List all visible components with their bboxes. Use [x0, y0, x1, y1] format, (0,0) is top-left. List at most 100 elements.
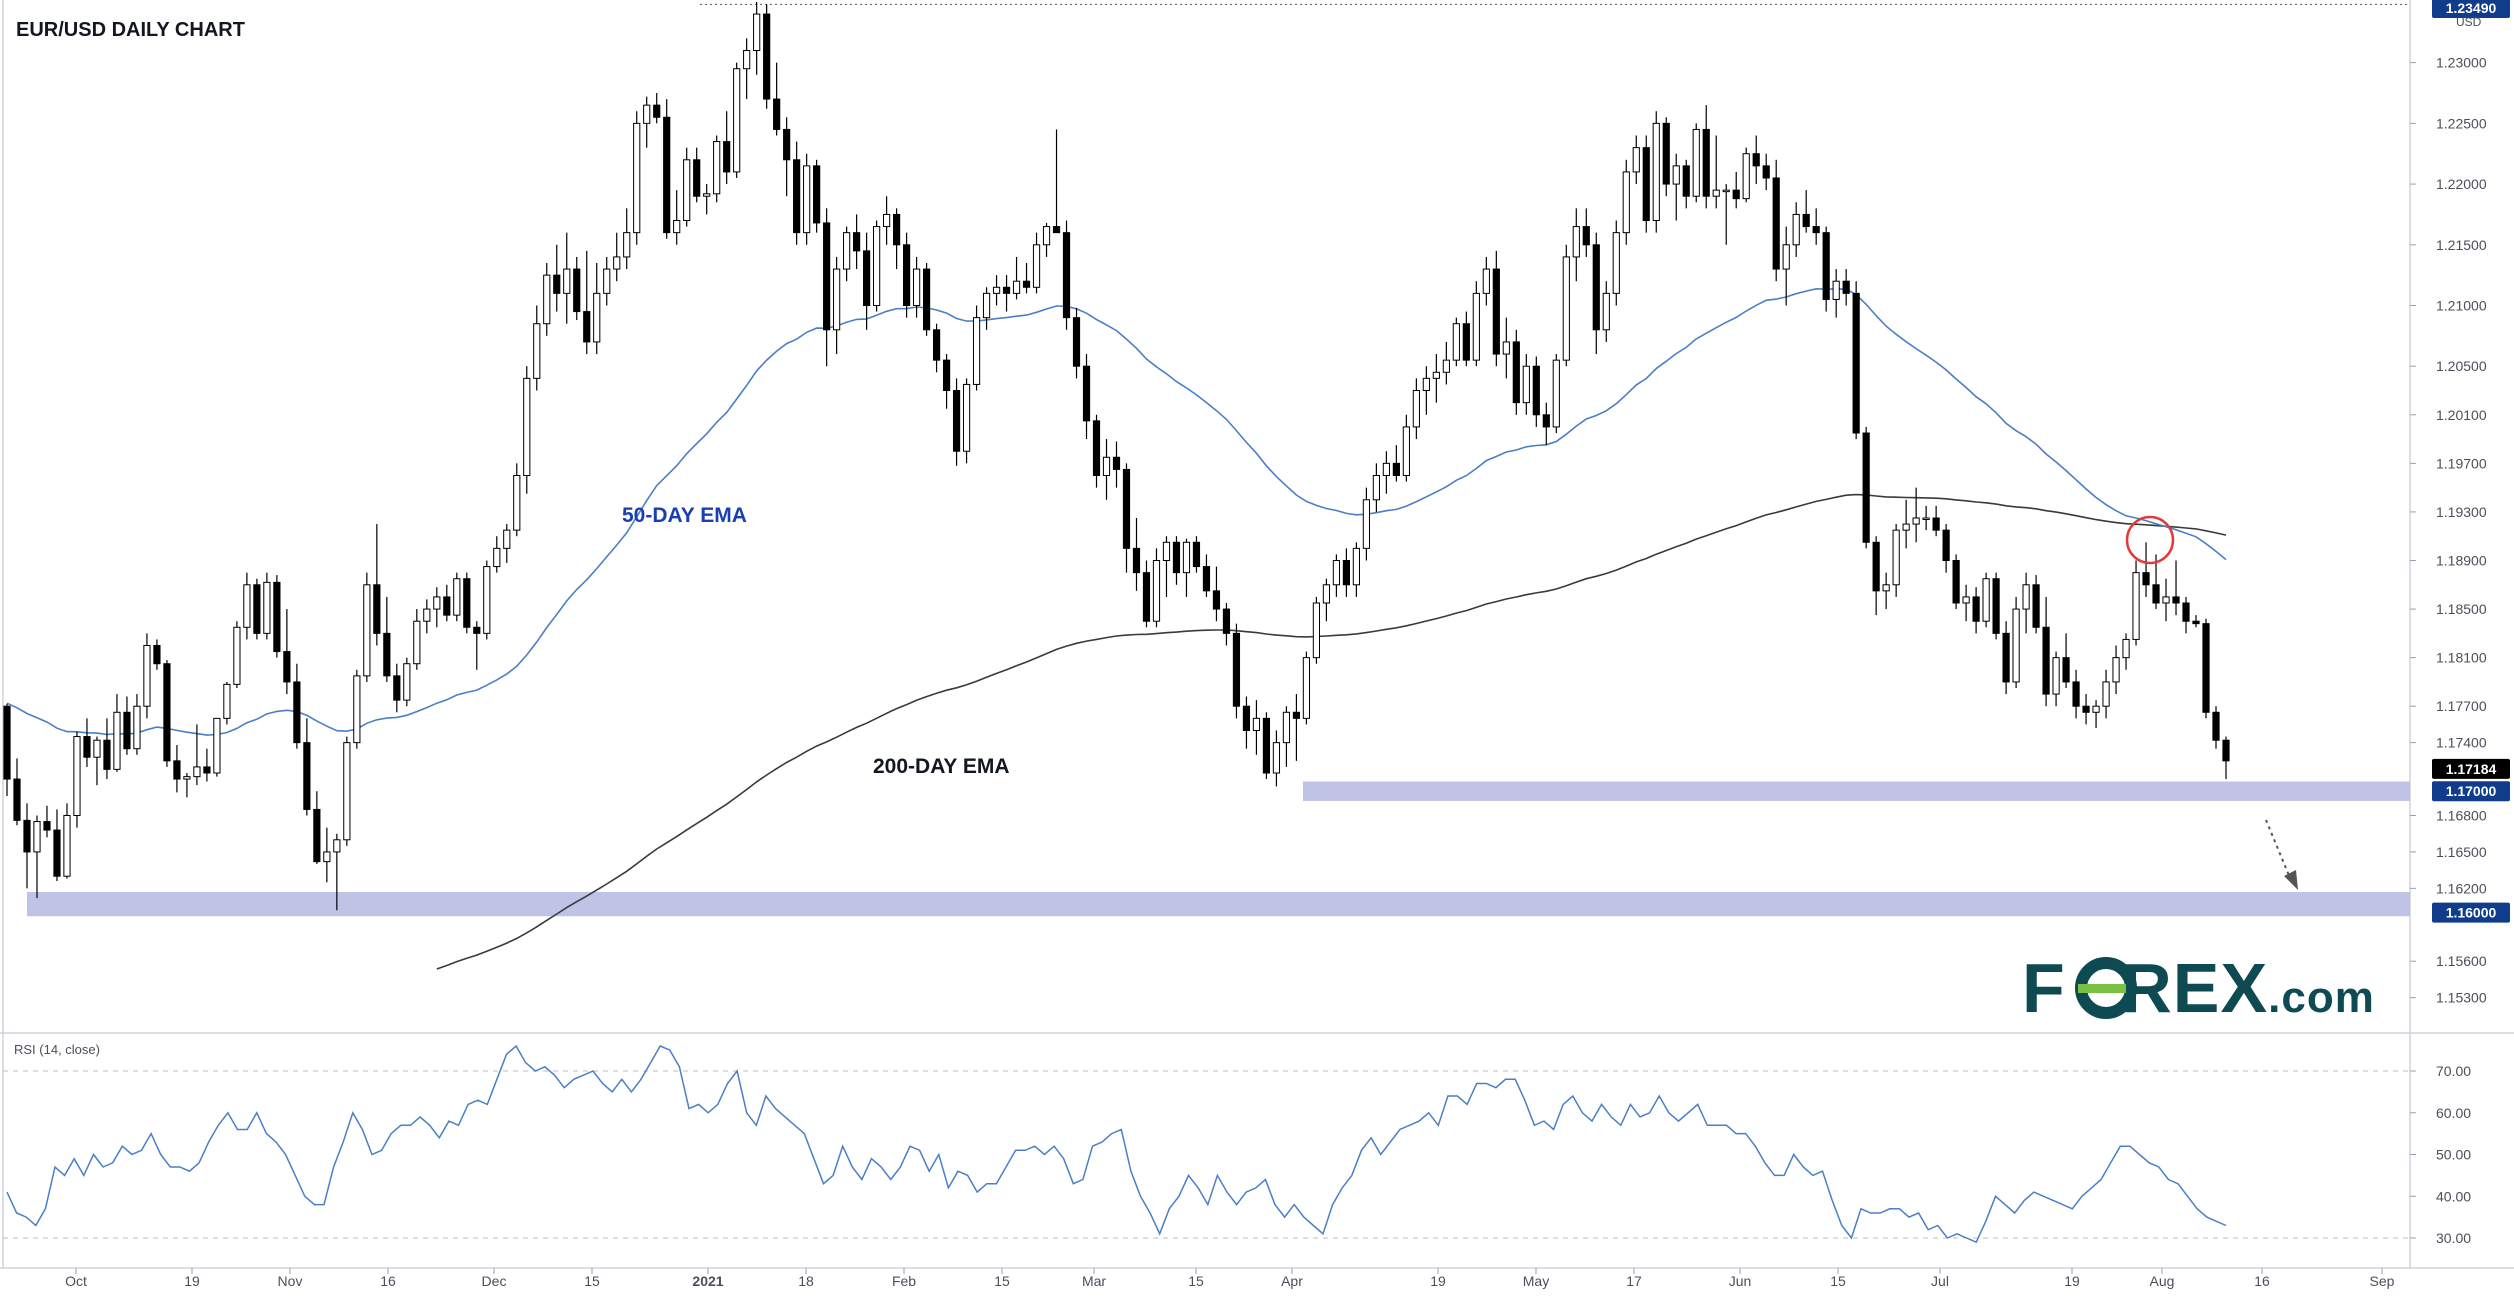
candle — [1882, 572, 1890, 610]
candle — [1592, 232, 1600, 355]
candle — [1042, 222, 1051, 257]
candle-body — [743, 50, 751, 70]
candle-body — [133, 705, 141, 750]
candle-body — [1822, 232, 1830, 300]
candle — [653, 93, 661, 124]
candle-body — [1792, 213, 1800, 246]
candle-body — [853, 232, 861, 252]
candle-body — [1052, 226, 1061, 234]
candle — [1152, 548, 1161, 628]
candle — [103, 718, 111, 780]
candle-body — [573, 268, 581, 313]
candle — [1202, 554, 1211, 597]
candle — [693, 147, 701, 203]
candle — [1232, 623, 1241, 719]
x-tick-label: Jul — [1931, 1273, 1949, 1289]
candle-body — [1292, 711, 1301, 719]
candle-body — [533, 323, 541, 379]
candle-body — [1202, 566, 1211, 592]
candle-body — [1912, 517, 1920, 525]
candle-body — [1172, 541, 1181, 574]
candle — [2112, 645, 2120, 695]
candle-body — [233, 626, 241, 685]
candle-body — [2002, 632, 2010, 683]
candle-body — [583, 311, 591, 343]
candle — [833, 256, 841, 355]
candle-body — [413, 620, 421, 665]
candle — [1622, 159, 1630, 245]
candle-body — [992, 286, 1001, 294]
candle — [2212, 706, 2220, 749]
support-1-tag-label: 1.17000 — [2446, 783, 2497, 799]
candle-body — [1462, 323, 1470, 361]
candle — [1952, 554, 1960, 610]
candle-body — [2042, 626, 2050, 695]
candle — [143, 633, 151, 719]
candle-body — [1942, 529, 1950, 562]
candle-body — [1192, 541, 1201, 568]
candle-body — [2072, 681, 2080, 707]
candle-body — [1622, 171, 1630, 234]
candle — [843, 226, 851, 282]
candle — [1812, 208, 1820, 245]
candle — [303, 718, 311, 816]
candle-body — [73, 736, 81, 816]
candle — [273, 575, 281, 658]
y-tick-label: 1.19300 — [2436, 504, 2487, 520]
candle-body — [1552, 359, 1560, 428]
candle-body — [433, 596, 441, 610]
candle-body — [623, 232, 631, 258]
candle-body — [193, 766, 201, 778]
candle-body — [473, 626, 481, 634]
candle — [1922, 505, 1930, 531]
candle-body — [1452, 323, 1460, 361]
candle — [1342, 548, 1350, 597]
candle-body — [873, 226, 881, 306]
rsi-label: RSI (14, close) — [14, 1042, 100, 1057]
high-tag-label: 1.23490 — [2446, 0, 2497, 16]
y-tick-label: 1.18500 — [2436, 601, 2487, 617]
candle — [1332, 554, 1340, 597]
candle — [593, 263, 601, 355]
candle-body — [883, 213, 891, 228]
y-tick-label: 1.20100 — [2436, 407, 2487, 423]
candle — [83, 718, 91, 767]
candle — [293, 663, 301, 749]
candle-body — [1562, 256, 1570, 361]
candle — [932, 323, 941, 373]
y-tick-label: 1.21000 — [2436, 298, 2487, 314]
candle — [912, 256, 921, 318]
candle — [253, 578, 261, 640]
y-tick-label: 1.18100 — [2436, 650, 2487, 666]
candle-body — [303, 742, 311, 810]
candle — [1612, 220, 1620, 306]
candle-body — [942, 359, 951, 391]
candle-body — [2172, 596, 2180, 604]
rsi-line — [6, 1044, 2227, 1244]
candle-body — [53, 829, 61, 877]
candle — [1062, 220, 1071, 330]
candle-body — [423, 608, 431, 622]
candle — [1842, 269, 1850, 306]
candle — [1402, 414, 1410, 482]
last-price-tag-bg — [2432, 758, 2510, 779]
candle — [1912, 487, 1920, 543]
candle — [443, 584, 451, 622]
candle-body — [153, 645, 161, 665]
candle-body — [1272, 742, 1281, 774]
y-tick-label: 1.18900 — [2436, 553, 2487, 569]
candle-body — [703, 193, 711, 197]
candle-body — [613, 256, 621, 270]
candle — [813, 159, 821, 233]
candle — [2202, 618, 2210, 719]
candle-body — [1592, 244, 1600, 331]
candle — [1322, 578, 1331, 622]
candle — [453, 572, 461, 622]
rsi-tick-label: 60.00 — [2436, 1105, 2471, 1121]
candle — [992, 275, 1001, 306]
candle-body — [1312, 602, 1321, 659]
candle — [1512, 329, 1520, 415]
candle — [1642, 135, 1650, 233]
candle-body — [1432, 371, 1440, 379]
